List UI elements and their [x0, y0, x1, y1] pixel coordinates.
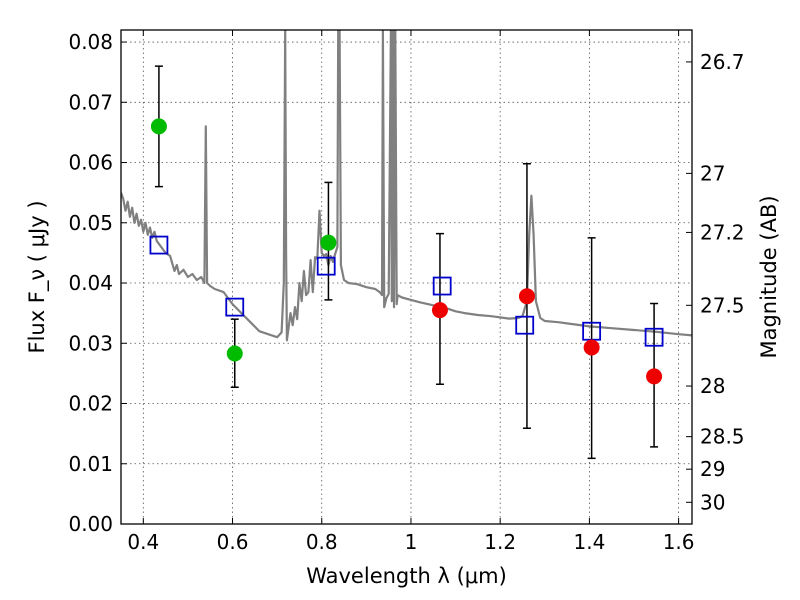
y-axis-label-right: Magnitude (AB): [757, 195, 781, 358]
green-data-point: [320, 234, 337, 251]
model-photometry-square: [515, 315, 535, 335]
x-tick-label: 1.6: [663, 530, 695, 554]
green-data-point: [150, 118, 167, 135]
mag-tick-label: 27: [700, 161, 725, 185]
mag-tick-label: 28: [700, 374, 725, 398]
model-photometry-square: [316, 256, 336, 276]
mag-tick-label: 28.5: [700, 425, 745, 449]
y-tick-label: 0.04: [68, 271, 113, 295]
model-photometry-square: [432, 276, 452, 296]
mag-tick-label: 27.5: [700, 293, 745, 317]
mag-tick-label: 30: [700, 490, 725, 514]
x-tick-label: 0.6: [217, 530, 249, 554]
red-data-point: [646, 368, 663, 385]
x-tick-label: 0.4: [127, 530, 159, 554]
data-markers: [149, 118, 664, 385]
y-tick-label: 0.03: [68, 331, 113, 355]
y-tick-label: 0.06: [68, 151, 113, 175]
y-tick-label: 0.07: [68, 90, 113, 114]
green-data-point: [226, 345, 243, 362]
plot-frame: [120, 29, 693, 525]
mag-tick-label: 27.2: [700, 220, 745, 244]
mag-tick-label: 26.7: [700, 50, 745, 74]
y-axis-label: Flux F_ν ( μJy ): [25, 200, 50, 353]
x-tick-label: 1.2: [484, 530, 516, 554]
error-bars: [154, 65, 659, 460]
grid-lines: [121, 30, 692, 524]
mag-tick-label: 29: [700, 457, 725, 481]
y-tick-label: 0.01: [68, 452, 113, 476]
model-photometry-square: [644, 327, 664, 347]
axis-ticks: 0.4 0.6 0.8 1 1.2 1.4 1.6 0.00 0.01 0.02 0.03 0.04 0…: [68, 30, 745, 554]
x-axis-label: Wavelength λ (μm): [306, 564, 507, 588]
x-tick-label: 0.8: [306, 530, 338, 554]
x-tick-label: 1: [405, 530, 418, 554]
model-photometry-square: [225, 297, 245, 317]
model-photometry-square: [149, 235, 169, 255]
y-tick-label: 0.02: [68, 392, 113, 416]
red-data-point: [518, 288, 535, 305]
model-spectrum-line: [121, 30, 692, 342]
model-spectrum: [121, 30, 692, 342]
y-tick-label: 0.00: [68, 512, 113, 536]
x-tick-label: 1.4: [573, 530, 605, 554]
y-tick-label: 0.05: [68, 211, 113, 235]
red-data-point: [431, 302, 448, 319]
y-tick-label: 0.08: [68, 30, 113, 54]
red-data-point: [583, 339, 600, 356]
